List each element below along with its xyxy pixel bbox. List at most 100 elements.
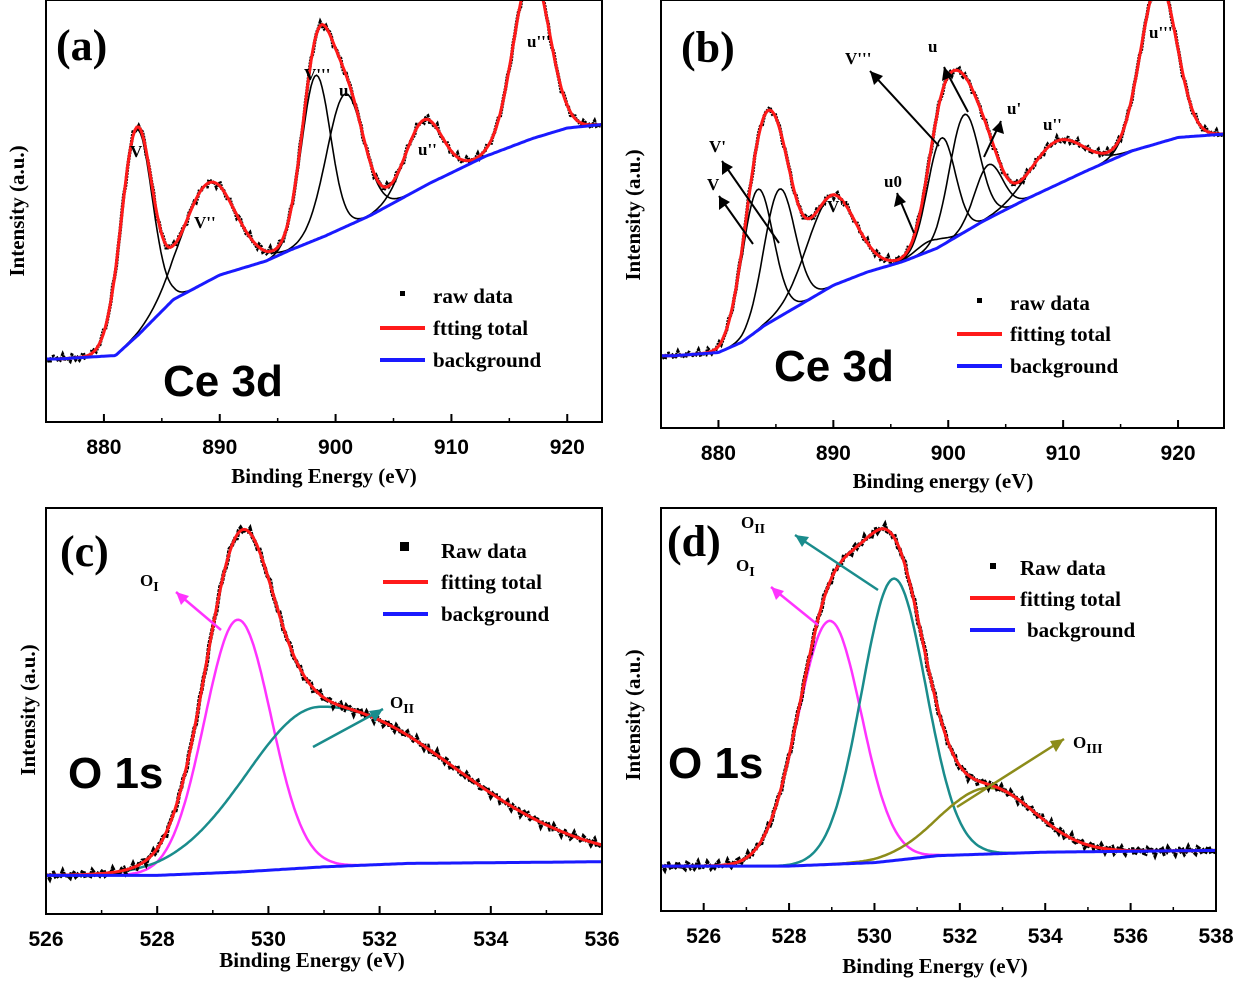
panel-a-annotations: V V'' V''' u u'' u''' <box>130 32 551 232</box>
annotation-u0: u0 <box>884 172 902 191</box>
panel-b-ylabel: Intensity (a.u.) <box>621 149 645 280</box>
arrowhead <box>992 121 1004 134</box>
x-tick-label: 530 <box>857 925 892 948</box>
panel-a-label: (a) <box>56 21 107 70</box>
legend-raw-marker <box>400 542 409 551</box>
arrow-oiii <box>956 737 1065 809</box>
panel-b: 880 890 900 910 920 (b) Ce 3d Binding energy… <box>621 0 1225 493</box>
x-tick-label: 534 <box>473 928 508 951</box>
legend-raw-marker <box>990 563 996 569</box>
panel-b-arrowheads <box>719 67 1004 210</box>
annotation-u1: u' <box>1007 99 1021 118</box>
panel-a-ylabel: Intensity (a.u.) <box>5 145 29 276</box>
panel-b-annotation-labels: V V' V'' u0 V''' u u' u'' u''' <box>707 23 1173 216</box>
x-tick-label: 536 <box>584 928 619 951</box>
x-tick-label: 538 <box>1198 925 1233 948</box>
panel-d-curves <box>660 519 1217 875</box>
annotation-u3: u''' <box>527 32 551 51</box>
arrowhead <box>870 71 883 85</box>
panel-b-legend: raw data fitting total background <box>957 291 1118 378</box>
arrowhead-oiii <box>1050 739 1064 752</box>
panel-a-ticks: 880 890 900 910 920 <box>45 414 585 459</box>
panel-c: 526 528 530 532 534 536 (c) O 1s Binding Ener… <box>16 507 620 972</box>
arrowhead <box>942 67 953 81</box>
arrowhead-oi <box>176 592 189 605</box>
annotation-u: u <box>928 37 937 56</box>
arrow-v1 <box>721 160 780 244</box>
annotation-v: V <box>707 175 720 194</box>
panel-b-annotations <box>718 66 1002 245</box>
panel-d-ylabel: Intensity (a.u.) <box>621 649 645 780</box>
x-tick-label: 910 <box>1046 442 1081 465</box>
panel-b-curves <box>660 0 1225 364</box>
x-tick-label: 528 <box>140 928 175 951</box>
arrowhead-oii <box>795 535 809 547</box>
fitting-total-series <box>46 0 603 361</box>
legend-bg-label: background <box>1010 354 1118 378</box>
panel-d-xlabel: Binding Energy (eV) <box>842 954 1028 978</box>
legend-raw-label: raw data <box>1010 291 1090 315</box>
x-tick-label: 530 <box>251 928 286 951</box>
annotation-oi: OI <box>736 556 755 580</box>
panel-c-xlabel: Binding Energy (eV) <box>219 948 405 972</box>
legend-bg-label: background <box>441 602 549 626</box>
panel-a-frame <box>45 0 603 423</box>
arrow-oii <box>312 707 384 749</box>
fitting-total-series <box>661 0 1224 358</box>
annotation-v1: V' <box>709 137 726 156</box>
annotation-v3: V''' <box>845 49 871 68</box>
annotation-u2: u'' <box>418 140 437 159</box>
legend-raw-marker <box>977 298 982 303</box>
legend-bg-label: background <box>1027 618 1135 642</box>
annotation-v2: V'' <box>827 197 849 216</box>
x-tick-label: 532 <box>942 925 977 948</box>
x-tick-label: 526 <box>28 928 63 951</box>
arrow-oii <box>794 533 879 592</box>
raw-data-series <box>45 0 603 367</box>
x-tick-label: 890 <box>202 436 237 459</box>
x-tick-label: 526 <box>686 925 721 948</box>
annotation-oi: OI <box>140 571 159 595</box>
panel-c-label: (c) <box>60 527 109 576</box>
x-tick-label: 920 <box>1161 442 1196 465</box>
panel-a-curves <box>45 0 603 367</box>
legend-raw-label: Raw data <box>1020 556 1106 580</box>
fitting-total-series <box>661 527 1216 868</box>
peak-oi <box>46 618 602 877</box>
panel-b-title: Ce 3d <box>774 342 894 391</box>
x-tick-label: 880 <box>86 436 121 459</box>
arrowhead <box>722 161 733 175</box>
annotation-v3: V''' <box>304 65 330 84</box>
panel-a: 880 890 900 910 920 (a) Ce 3d Binding Energy… <box>5 0 603 488</box>
panel-a-xlabel: Binding Energy (eV) <box>231 464 417 488</box>
panel-c-arrows <box>175 591 384 749</box>
x-tick-label: 910 <box>434 436 469 459</box>
background-series <box>46 123 603 361</box>
annotation-u2: u'' <box>1043 115 1062 134</box>
panel-c-ticks: 526 528 530 532 534 536 <box>28 906 620 951</box>
annotation-oiii: OIII <box>1073 733 1103 757</box>
x-tick-label: 890 <box>816 442 851 465</box>
x-tick-label: 536 <box>1113 925 1148 948</box>
legend-fit-label: ftting total <box>433 316 528 340</box>
legend-fit-label: fitting total <box>1020 587 1121 611</box>
legend-bg-label: background <box>433 348 541 372</box>
x-tick-label: 900 <box>318 436 353 459</box>
arrowhead <box>719 196 730 210</box>
panel-d-frame <box>660 507 1217 912</box>
panel-b-frame <box>660 0 1225 429</box>
annotation-v2: V'' <box>194 213 216 232</box>
annotation-oii: OII <box>741 513 765 537</box>
panel-d-title: O 1s <box>668 739 763 788</box>
panel-d: 526 528 530 532 534 536 538 (d) O 1s Binding E… <box>621 507 1234 978</box>
legend-raw-marker <box>400 291 405 296</box>
arrowhead <box>894 193 906 207</box>
arrowhead-oi <box>771 587 784 600</box>
annotation-u: u <box>339 81 348 100</box>
arrow-v3 <box>869 70 940 147</box>
legend-fit-label: fitting total <box>1010 322 1111 346</box>
peak-uppp <box>46 0 603 360</box>
background-series <box>661 848 1216 868</box>
panel-c-curves <box>45 523 604 884</box>
